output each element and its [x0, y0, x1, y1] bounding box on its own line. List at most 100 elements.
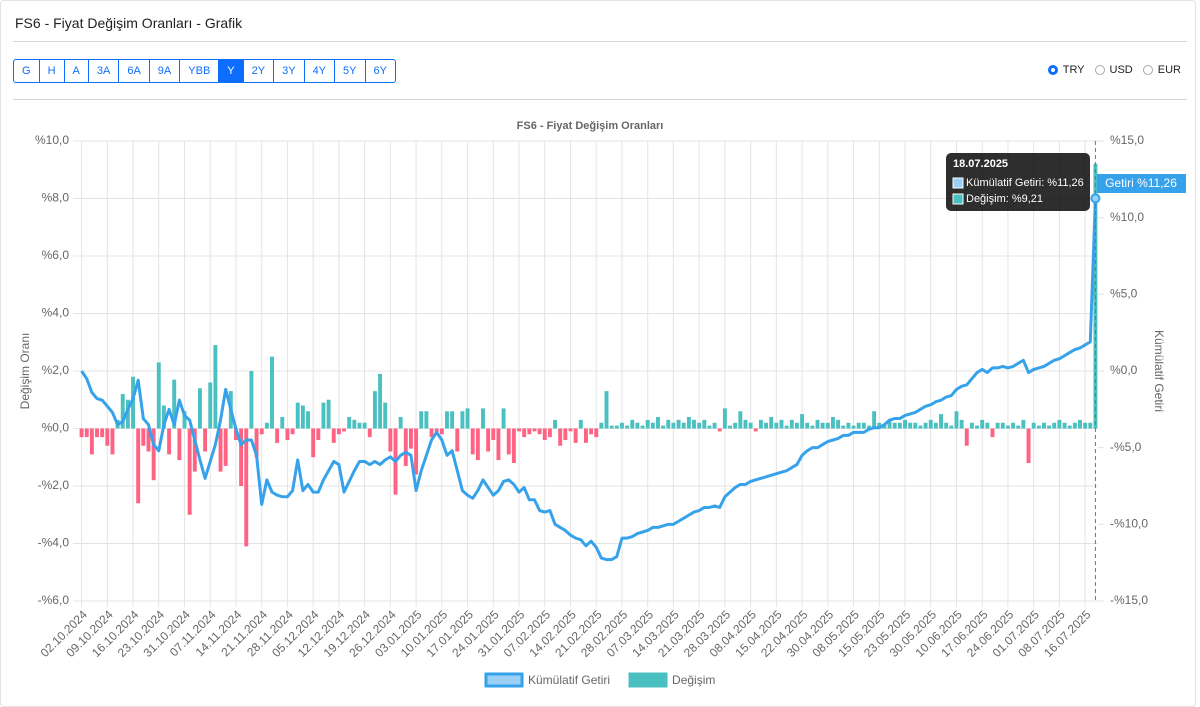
radio[interactable] [1094, 65, 1105, 75]
bar [316, 428, 321, 440]
bar [388, 428, 393, 452]
bar [357, 422, 362, 429]
bar [933, 422, 938, 429]
radio[interactable] [1047, 65, 1058, 75]
bar [619, 422, 624, 429]
currency-option[interactable]: USD [1094, 64, 1133, 76]
bar [614, 425, 619, 429]
tooltip-swatch [952, 193, 964, 205]
bar [1026, 428, 1031, 463]
bar [800, 414, 805, 429]
bar [1031, 422, 1036, 429]
tooltip-line: Kümülatif Getiri: %11,26 [966, 177, 1084, 189]
bar [784, 425, 789, 429]
bar [264, 422, 269, 429]
currency-radios: TRY USD EUR [1047, 64, 1181, 76]
bar [856, 422, 861, 429]
period-button[interactable]: 3Y [273, 59, 305, 83]
y-tick-label: %0,0 [42, 421, 70, 435]
period-button[interactable]: 2Y [242, 59, 275, 83]
bar [969, 422, 974, 429]
bar [486, 428, 491, 452]
bar [640, 425, 645, 429]
bar [1005, 425, 1010, 429]
bar [1016, 425, 1021, 429]
period-button[interactable]: H [38, 59, 65, 83]
bar [836, 419, 841, 429]
page-title: FS6 - Fiyat Değişim Oranları - Grafik [15, 15, 243, 31]
bar [743, 419, 748, 429]
legend-swatch [628, 672, 668, 688]
currency-option[interactable]: TRY [1047, 64, 1085, 76]
bar [975, 425, 980, 429]
bar [491, 428, 496, 440]
period-button[interactable]: 6A [118, 59, 150, 83]
bar [125, 399, 130, 429]
bar [475, 428, 480, 461]
bar [517, 428, 521, 432]
bar [439, 428, 444, 435]
bar [1011, 422, 1016, 429]
bar [151, 428, 156, 481]
bar [722, 408, 727, 429]
bar [779, 419, 784, 429]
bar [604, 391, 609, 429]
bar [239, 428, 244, 486]
bar [522, 428, 527, 438]
bar [867, 425, 871, 429]
period-button[interactable]: 5Y [334, 59, 366, 83]
bar [280, 417, 285, 429]
bar [748, 422, 753, 429]
bar [455, 428, 460, 452]
bar [306, 411, 310, 429]
y2-tick-label: %0,0 [1110, 363, 1138, 377]
bar [769, 417, 774, 429]
bar [1088, 422, 1093, 429]
period-button[interactable]: A [63, 59, 89, 83]
y2-tick-label: %15,0 [1110, 133, 1144, 147]
bar [645, 419, 650, 429]
period-button[interactable]: 3A [87, 59, 120, 83]
bar [95, 428, 99, 438]
bar [625, 425, 630, 429]
bar [424, 411, 429, 429]
period-button[interactable]: G [13, 59, 40, 83]
chart-title: FS6 - Fiyat Değişim Oranları [517, 120, 664, 132]
period-button[interactable]: 4Y [303, 59, 336, 83]
bar [831, 417, 835, 429]
period-button[interactable]: 6Y [364, 59, 396, 83]
currency-label: TRY [1062, 64, 1085, 76]
bar [923, 422, 928, 429]
bar [300, 405, 305, 429]
bar [213, 345, 218, 429]
y-tick-label: %8,0 [42, 191, 70, 205]
bar [100, 428, 105, 438]
bar [1078, 419, 1082, 429]
bar [764, 422, 769, 429]
period-button[interactable]: YBB [179, 59, 220, 83]
bar [851, 425, 856, 429]
bar [1083, 422, 1088, 429]
y2-tick-label: -%5,0 [1110, 440, 1142, 454]
radio[interactable] [1142, 65, 1153, 75]
bar [717, 428, 722, 432]
annotation-box [1097, 174, 1186, 193]
bar [877, 422, 882, 429]
bar [841, 425, 846, 429]
bar [583, 428, 588, 443]
currency-option[interactable]: EUR [1142, 64, 1181, 76]
bar [218, 428, 223, 472]
y2-tick-label: -%10,0 [1110, 517, 1148, 531]
bar [378, 373, 383, 429]
divider [13, 99, 1187, 100]
bar [825, 422, 830, 429]
bar [547, 428, 552, 438]
bar [707, 425, 712, 429]
bar [1067, 425, 1072, 429]
period-button[interactable]: 9A [148, 59, 181, 83]
bar [326, 399, 331, 429]
tooltip-line: Değişim: %9,21 [966, 193, 1043, 205]
bar [918, 425, 923, 429]
bar [249, 371, 254, 429]
period-button[interactable]: Y [218, 59, 244, 83]
